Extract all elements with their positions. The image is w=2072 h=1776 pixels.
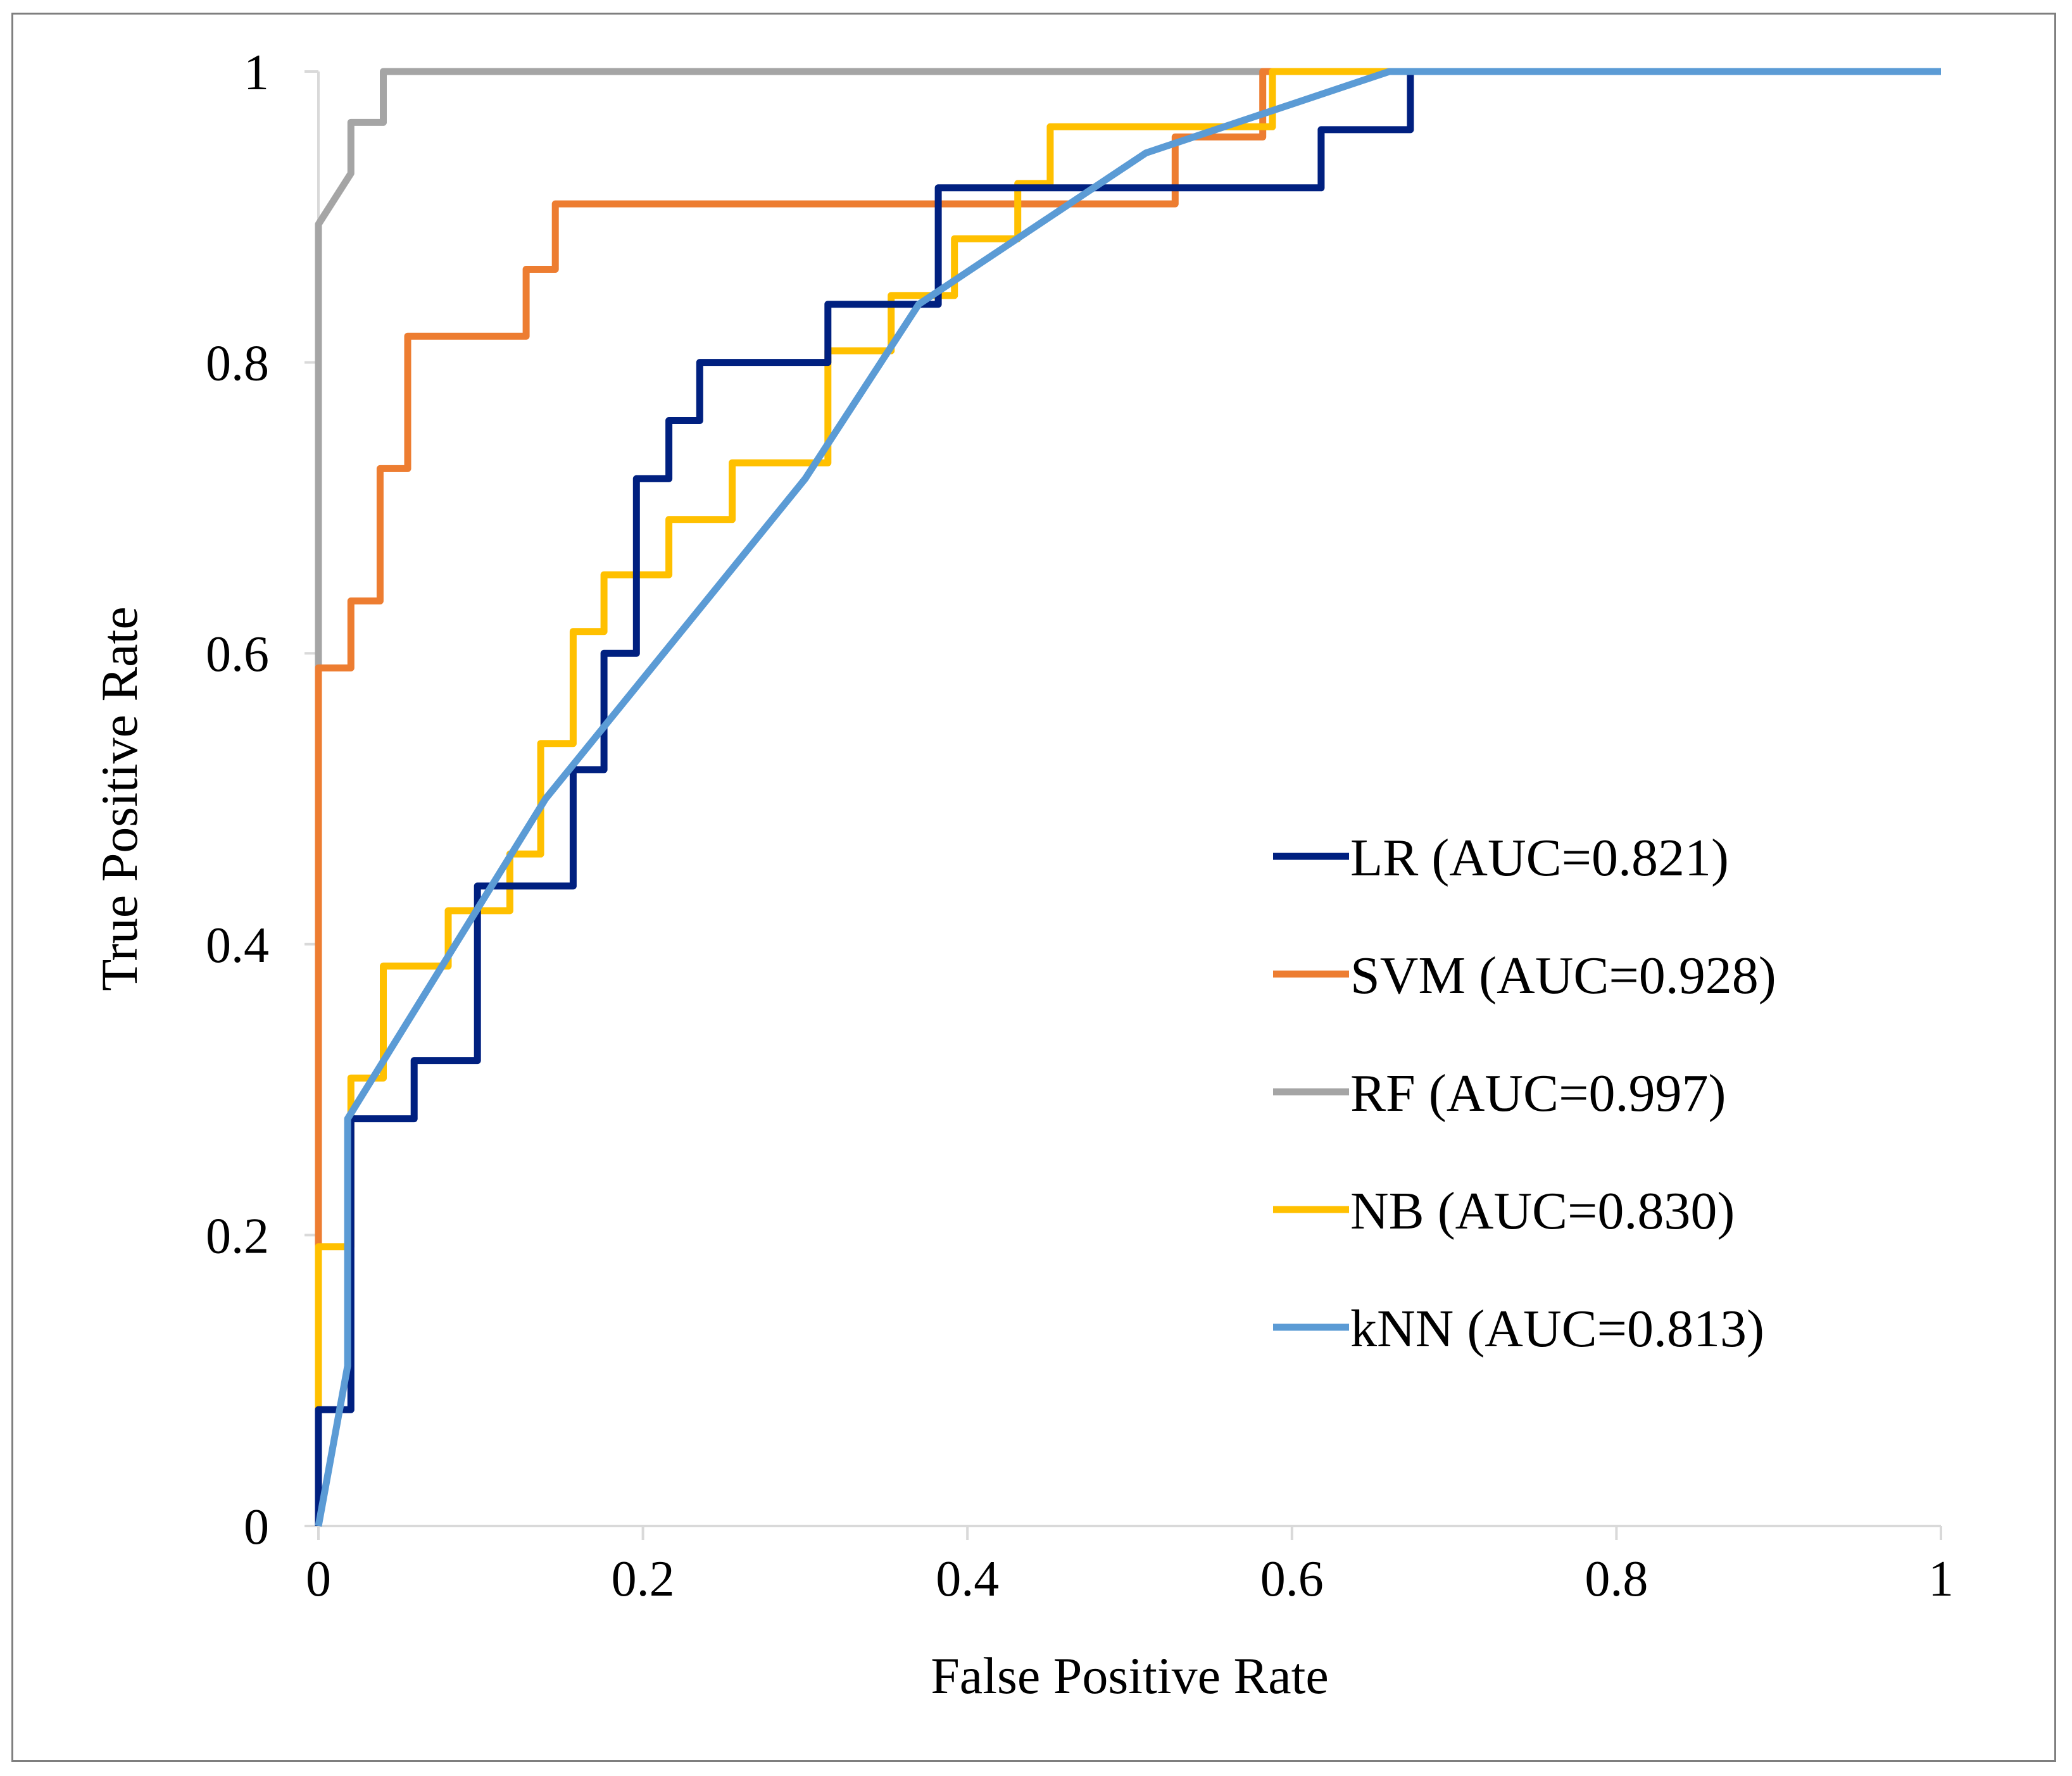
roc-chart: 0 0.2 0.4 0.6 0.8 1 0 0.2 0.4 0.6 0.8 1 False Posit… — [91, 45, 1954, 1704]
series-lines — [315, 68, 1941, 1527]
y-tick-label: 0.8 — [206, 336, 269, 392]
legend-label-knn: kNN (AUC=0.813) — [1350, 1299, 1764, 1358]
figure-frame: 0 0.2 0.4 0.6 0.8 1 0 0.2 0.4 0.6 0.8 1 False Posit… — [11, 13, 2056, 1762]
series-line-lr — [315, 68, 1941, 1526]
legend-label-lr: LR (AUC=0.821) — [1350, 829, 1729, 887]
series-line-rf — [315, 68, 1941, 1526]
x-tick-label: 1 — [1928, 1551, 1954, 1607]
x-axis-title: False Positive Rate — [931, 1647, 1329, 1704]
y-tick-label: 0 — [244, 1499, 269, 1555]
y-tick-label: 1 — [244, 45, 269, 101]
legend-label-svm: SVM (AUC=0.928) — [1350, 946, 1776, 1005]
y-tick-label: 0.6 — [206, 627, 269, 682]
tick-labels: 0 0.2 0.4 0.6 0.8 1 0 0.2 0.4 0.6 0.8 1 — [206, 45, 1954, 1607]
x-tick-label: 0.2 — [612, 1551, 675, 1607]
y-axis-title: True Positive Rate — [91, 606, 148, 991]
x-tick-label: 0.8 — [1585, 1551, 1648, 1607]
series-line-knn — [315, 68, 1941, 1527]
x-tick-label: 0.4 — [936, 1551, 999, 1607]
x-tick-label: 0 — [306, 1551, 331, 1607]
legend: LR (AUC=0.821) SVM (AUC=0.928) RF (AUC=0.9… — [1273, 829, 1776, 1358]
x-tick-label: 0.6 — [1260, 1551, 1324, 1607]
y-tick-label: 0.2 — [206, 1208, 269, 1264]
series-line-nb — [315, 68, 1941, 1526]
legend-label-nb: NB (AUC=0.830) — [1350, 1182, 1735, 1241]
y-tick-label: 0.4 — [206, 918, 269, 973]
legend-label-rf: RF (AUC=0.997) — [1350, 1064, 1726, 1123]
